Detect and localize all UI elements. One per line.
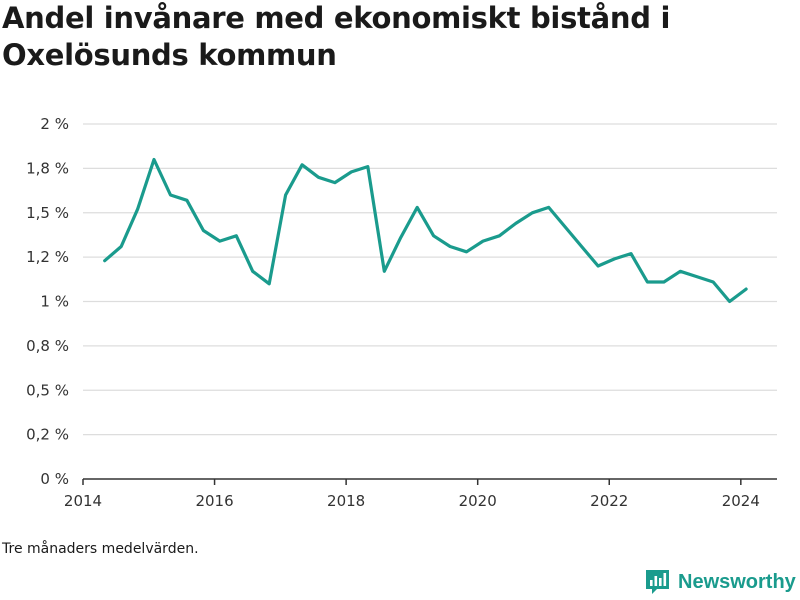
x-tick-label: 2024 <box>722 492 760 510</box>
x-tick-label: 2016 <box>195 492 233 510</box>
series-line <box>103 157 748 304</box>
x-axis-ticks: 2014 2016 2018 2020 2022 2024 <box>64 479 760 510</box>
newsworthy-logo: Newsworthy <box>645 569 796 595</box>
chart-title: Andel invånare med ekonomiskt bistånd i … <box>2 1 671 72</box>
brand-name: Newsworthy <box>678 570 796 593</box>
y-tick-label: 0,5 % <box>26 381 69 399</box>
y-tick-label: 1,8 % <box>26 159 69 177</box>
footnote: Tre månaders medelvärden. <box>2 541 199 557</box>
y-tick-label: 1,5 % <box>26 204 69 222</box>
y-tick-label: 1 % <box>40 293 69 311</box>
x-tick-label: 2022 <box>590 492 628 510</box>
x-tick-label: 2020 <box>459 492 497 510</box>
y-tick-label: 0,2 % <box>26 426 69 444</box>
newsworthy-logo-icon <box>646 570 669 594</box>
y-tick-label: 0,8 % <box>26 337 69 355</box>
gridlines <box>83 123 777 436</box>
y-tick-label: 0 % <box>40 470 69 488</box>
x-tick-label: 2018 <box>327 492 365 510</box>
y-tick-label: 2 % <box>40 115 69 133</box>
x-tick-label: 2014 <box>64 492 102 510</box>
y-axis-tick-labels: 0 % 0,2 % 0,5 % 0,8 % 1 % 1,2 % 1,5 % 1,8 % 2 % <box>26 115 69 488</box>
y-tick-label: 1,2 % <box>26 248 69 266</box>
